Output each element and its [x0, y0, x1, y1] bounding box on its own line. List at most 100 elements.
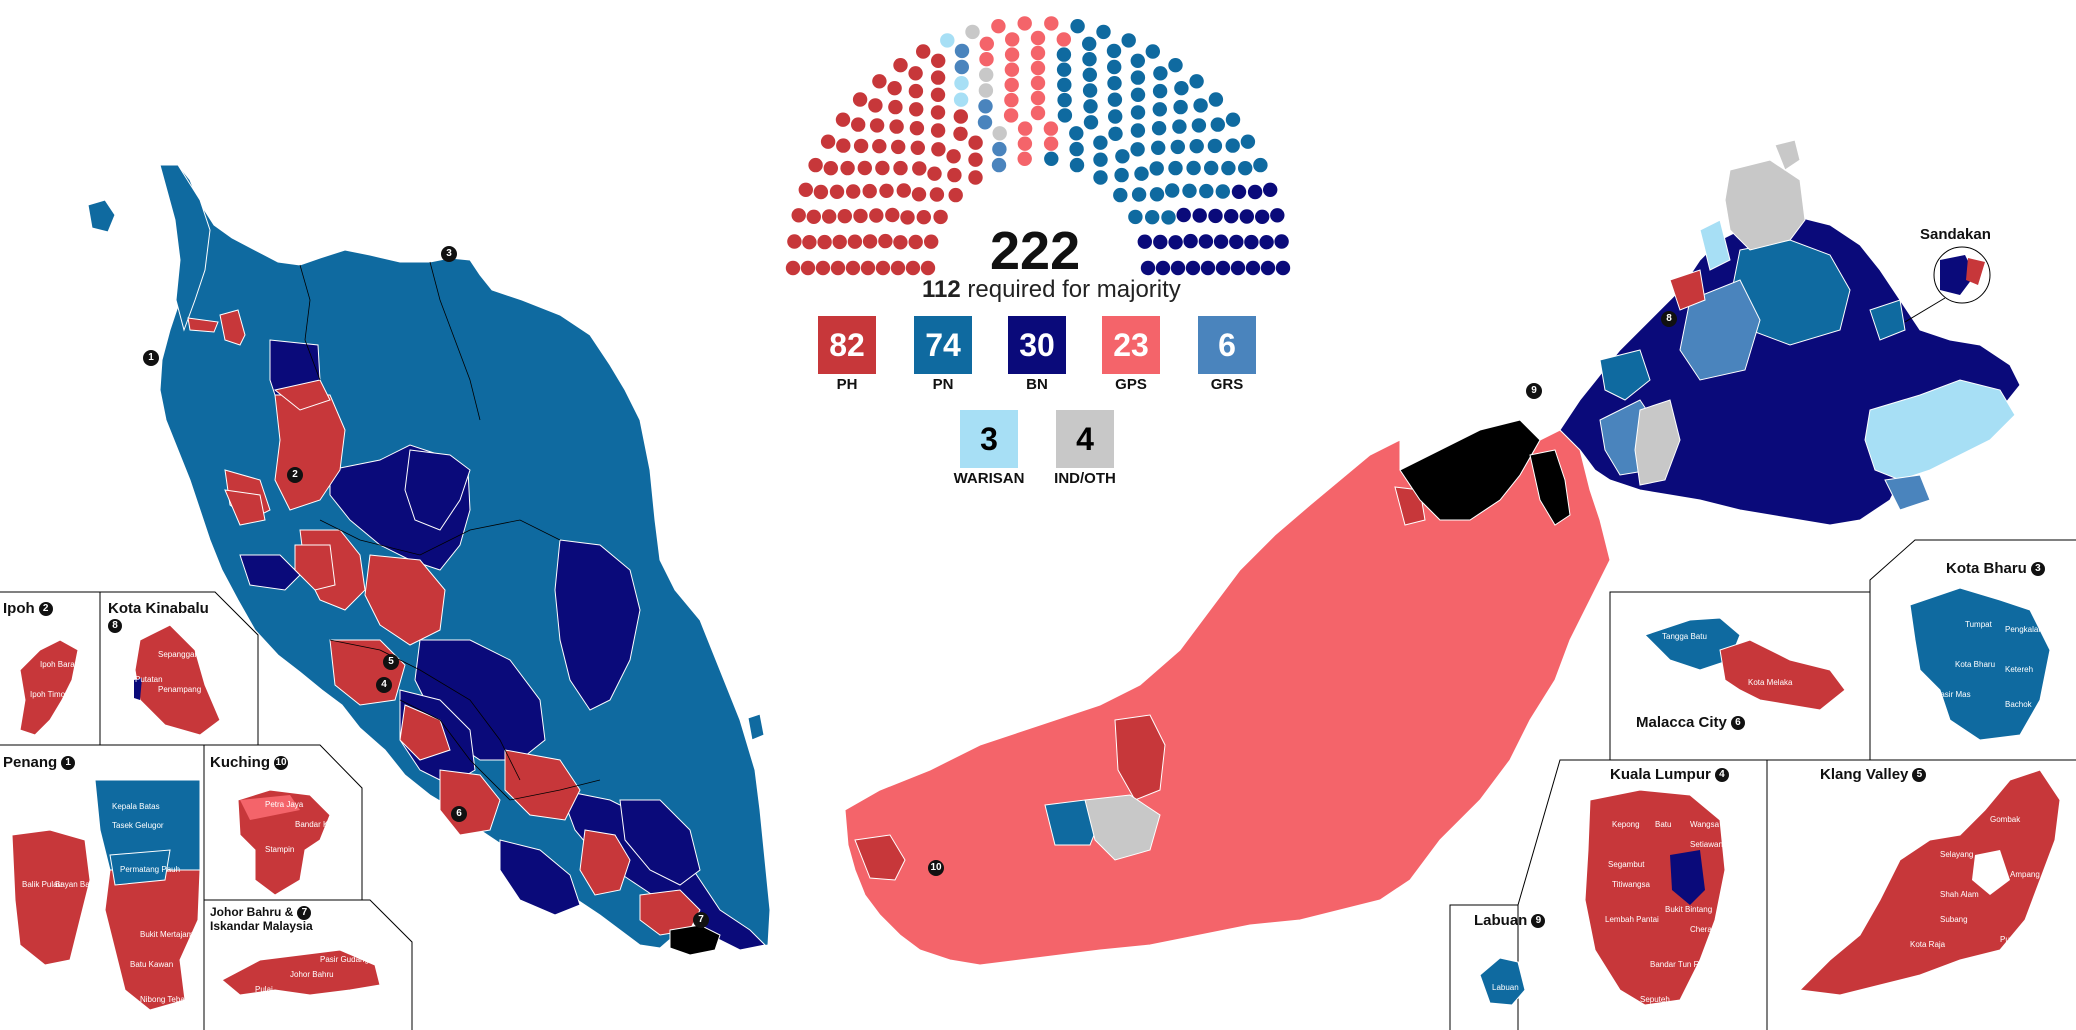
inset-ipoh-label: Ipoh: [3, 600, 35, 617]
inset-district-label: Ampang: [2010, 870, 2040, 879]
inset-ipoh-num: 2: [38, 602, 53, 617]
ph-kedah[interactable]: [187, 317, 219, 333]
inset-jb-label: Johor Bahru &: [210, 905, 294, 920]
majority-line: 112 required for majority: [922, 276, 1181, 304]
inset-kb-label: Kota Bharu: [1946, 560, 2027, 577]
sarawak[interactable]: [844, 429, 1611, 966]
kota-bharu-map[interactable]: [1909, 587, 2051, 741]
kuching-petra[interactable]: [240, 795, 300, 820]
ph-perak-sungai[interactable]: [273, 379, 331, 411]
marker-2: 2: [287, 467, 303, 483]
inset-title-kuching: Kuching 10: [210, 754, 288, 771]
inset-title-johor-bahru: Johor Bahru & 7 Iskandar Malaysia: [210, 906, 313, 933]
inset-district-label: Ketereh: [2005, 665, 2034, 674]
inset-kuching-label: Kuching: [210, 754, 270, 771]
inset-kk-num: 8: [108, 619, 122, 634]
ph-teluk-intan[interactable]: [224, 489, 266, 526]
sandakan-map[interactable]: [1940, 255, 1975, 295]
sarawak-ph-3[interactable]: [854, 834, 906, 881]
kota-kinabalu-bn[interactable]: [134, 678, 142, 700]
inset-district-label: Cheras: [1690, 925, 1716, 934]
sabah-pn-sandakan[interactable]: [1869, 299, 1906, 341]
inset-district-label: Shah Alam: [1940, 890, 1979, 899]
party-seat-box-gps: 23: [1102, 316, 1160, 374]
inset-district-label: Tumpat: [1965, 620, 1992, 629]
marker-8: 8: [1661, 311, 1677, 327]
party-label-gps: GPS: [1115, 376, 1147, 393]
inset-district-label: Bandar Tun Razak: [1650, 960, 1717, 969]
inset-title-klang-valley: Klang Valley 5: [1820, 766, 1927, 783]
inset-district-label: Putatan: [135, 675, 163, 684]
inset-district-label: Pulai: [255, 985, 273, 994]
sabah-warisan-west[interactable]: [1699, 219, 1731, 271]
marker-1: 1: [143, 350, 159, 366]
ph-penang[interactable]: [219, 309, 246, 346]
bn-johor-west[interactable]: [499, 839, 581, 916]
perlis-kedah-coast[interactable]: [159, 164, 211, 332]
sabah-ph-kk[interactable]: [1669, 269, 1706, 311]
inset-district-label: Pengkalan Chepa: [2005, 625, 2069, 634]
majority-number: 112: [922, 276, 961, 303]
sabah-pn-coast[interactable]: [1599, 349, 1651, 401]
inset-jb-num: 7: [297, 906, 312, 920]
party-label-ph: PH: [836, 376, 858, 393]
inset-district-label: Lembah Pantai: [1605, 915, 1659, 924]
bn-johor-mid[interactable]: [619, 799, 701, 886]
sabah-warisan[interactable]: [1864, 379, 2016, 481]
brunei-temburong: [1529, 449, 1571, 526]
kuala-lumpur-bn[interactable]: [1670, 850, 1705, 905]
party-seat-box-bn: 30: [1008, 316, 1066, 374]
inset-kl-num: 4: [1714, 768, 1729, 783]
ph-tapah[interactable]: [294, 544, 336, 591]
inset-district-label: Kota Raja: [1910, 940, 1946, 949]
inset-title-penang: Penang 1: [3, 754, 76, 771]
inset-district-label: Labuan: [1492, 983, 1519, 992]
penang-mainland-ph[interactable]: [104, 869, 201, 1011]
bn-selangor-north[interactable]: [239, 554, 301, 591]
bn-lipis[interactable]: [404, 449, 471, 531]
majority-text: required for majority: [967, 276, 1181, 303]
penang-permatang[interactable]: [109, 849, 171, 886]
sarawak-oth[interactable]: [1084, 794, 1161, 861]
party-seat-box-ph: 82: [818, 316, 876, 374]
party-label-ind-oth: IND/OTH: [1054, 470, 1116, 487]
ipoh-map[interactable]: [19, 639, 79, 736]
inset-klang-label: Klang Valley: [1820, 766, 1909, 783]
party-seat-box-pn: 74: [914, 316, 972, 374]
langkawi[interactable]: [87, 199, 116, 233]
inset-title-sandakan: Sandakan: [1920, 226, 1991, 243]
sabah-oth-north[interactable]: [1724, 159, 1806, 251]
sabah-grs-tawau[interactable]: [1884, 474, 1931, 511]
johor-bahru-map[interactable]: [221, 949, 381, 996]
inset-district-label: Permatang Pauh: [120, 865, 181, 874]
sabah-oth[interactable]: [1634, 399, 1681, 486]
party-label-grs: GRS: [1210, 376, 1244, 393]
penang-island[interactable]: [11, 829, 91, 966]
malacca-ph[interactable]: [1719, 639, 1846, 711]
tioman[interactable]: [747, 713, 765, 741]
inset-kk-label: Kota Kinabalu: [108, 600, 209, 617]
inset-district-label: Selayang: [1940, 850, 1974, 859]
party-label-warisan: WARISAN: [953, 470, 1025, 487]
sabah-grs-1[interactable]: [1679, 279, 1761, 381]
inset-district-label: Bukit Bintang: [1665, 905, 1713, 914]
labuan-map[interactable]: [1479, 957, 1526, 1006]
inset-district-label: Ipoh Barat: [40, 660, 77, 669]
bn-pahang-east[interactable]: [554, 539, 641, 711]
inset-district-label: Bandar Kuching: [295, 820, 352, 829]
inset-district-label: Kepong: [1612, 820, 1640, 829]
kuala-lumpur-map[interactable]: [1584, 789, 1726, 1006]
sabah-oth-tip[interactable]: [1774, 139, 1801, 171]
inset-district-label: Bukit Mertajam: [140, 930, 194, 939]
inset-district-label: Titiwangsa: [1612, 880, 1650, 889]
inset-malacca-label: Malacca City: [1636, 714, 1727, 731]
ph-selangor-bentong[interactable]: [364, 554, 446, 646]
sandakan-ph[interactable]: [1966, 258, 1985, 285]
sarawak-ph-2[interactable]: [1114, 714, 1166, 801]
party-label-bn: BN: [1026, 376, 1048, 393]
ph-johor-west[interactable]: [504, 749, 581, 821]
klang-valley-map[interactable]: [1798, 769, 2061, 996]
ph-johor-south[interactable]: [579, 829, 631, 896]
inset-district-label: Setiawangsa: [1690, 840, 1736, 849]
inset-district-label: Nibong Tebal: [140, 995, 187, 1004]
